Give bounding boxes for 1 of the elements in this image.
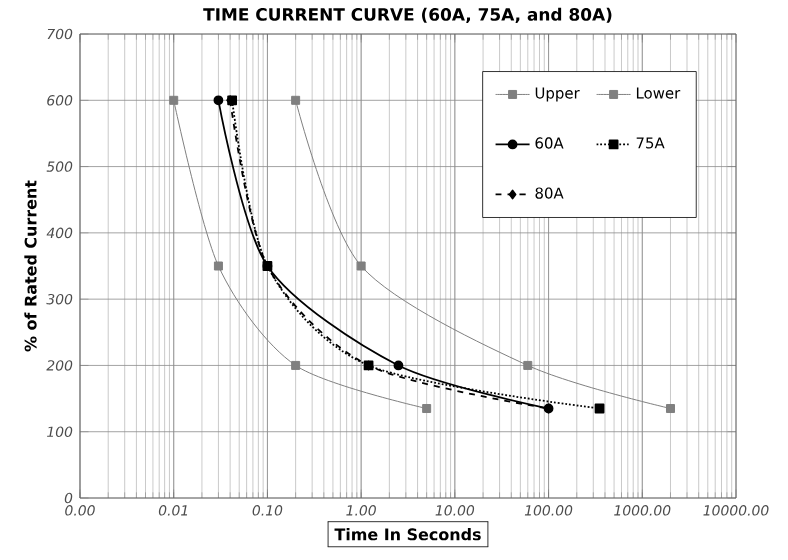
chart-title: TIME CURRENT CURVE (60A, 75A, and 80A) xyxy=(203,7,612,24)
